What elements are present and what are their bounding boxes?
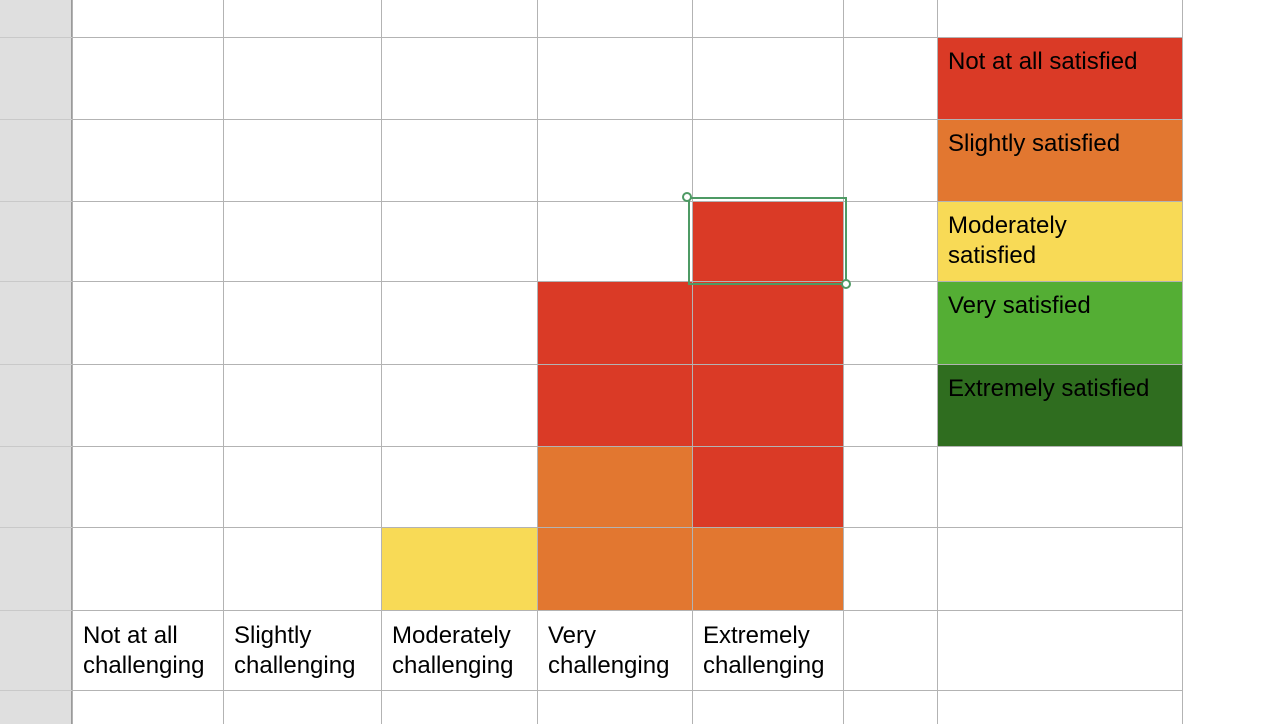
challenge-label-cell[interactable]: Very challenging: [548, 622, 670, 679]
grid-row-line: [72, 281, 1183, 282]
cell-not-at_all-satisfied[interactable]: [693, 365, 843, 446]
grid-column-line: [692, 0, 693, 724]
grid-column-line: [223, 0, 224, 724]
challenge-label-cell[interactable]: Extremely challenging: [703, 622, 825, 679]
grid-column-line: [937, 0, 938, 724]
cell-not-at_all-satisfied[interactable]: [538, 365, 692, 446]
row-header-divider: [0, 446, 72, 447]
row-header-divider: [0, 364, 72, 365]
grid-row-line: [72, 37, 1183, 38]
legend-item[interactable]: Very satisfied: [938, 282, 1182, 364]
cell-slightly-satisfied[interactable]: [538, 447, 692, 527]
grid-row-line: [72, 527, 1183, 528]
legend-item[interactable]: Extremely satisfied: [938, 365, 1182, 446]
cell-not-at_all-satisfied[interactable]: [693, 202, 843, 281]
grid-row-line: [72, 119, 1183, 120]
cell-not-at_all-satisfied[interactable]: [693, 447, 843, 527]
selection-start-handle[interactable]: [682, 192, 692, 202]
row-header-divider: [0, 201, 72, 202]
grid-column-line: [72, 0, 73, 724]
grid-row-line: [72, 446, 1183, 447]
row-header-divider: [0, 690, 72, 691]
grid-row-line: [72, 610, 1183, 611]
cell-slightly-satisfied[interactable]: [538, 528, 692, 610]
challenge-label-cell[interactable]: Slightly challenging: [234, 622, 356, 679]
row-header-column[interactable]: [0, 0, 72, 724]
cell-not-at_all-satisfied[interactable]: [538, 282, 692, 364]
legend-item[interactable]: Slightly satisfied: [938, 120, 1182, 201]
row-header-divider: [0, 119, 72, 120]
challenge-label-cell[interactable]: Moderately challenging: [392, 622, 514, 679]
grid-column-line: [1182, 0, 1183, 724]
grid-column-line: [381, 0, 382, 724]
grid-row-line: [72, 201, 1183, 202]
row-header-divider: [0, 37, 72, 38]
grid-column-line: [537, 0, 538, 724]
legend-item[interactable]: Not at all satisfied: [938, 38, 1182, 119]
cell-not-at_all-satisfied[interactable]: [693, 282, 843, 364]
selection-end-handle[interactable]: [841, 279, 851, 289]
grid-row-line: [72, 364, 1183, 365]
row-header-divider: [0, 610, 72, 611]
grid-column-line: [843, 0, 844, 724]
cell-moderately-satisfied[interactable]: [382, 528, 537, 610]
cell-slightly-satisfied[interactable]: [693, 528, 843, 610]
row-header-divider: [0, 527, 72, 528]
grid-row-line: [72, 690, 1183, 691]
challenge-label-cell[interactable]: Not at all challenging: [83, 622, 205, 679]
legend-item[interactable]: Moderately satisfied: [938, 202, 1182, 281]
row-header-divider: [0, 281, 72, 282]
